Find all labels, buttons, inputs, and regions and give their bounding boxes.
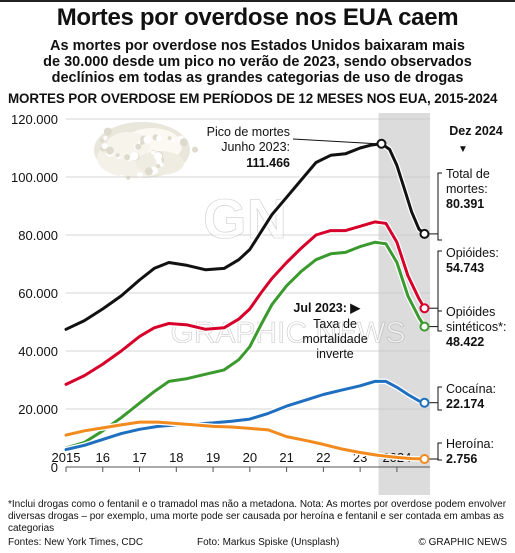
powder-grain — [126, 175, 131, 180]
powder-grain — [144, 167, 153, 176]
powder-grain — [143, 135, 152, 144]
y-tick-label: 100.000 — [11, 170, 58, 185]
x-tick-label: 2015 — [52, 450, 81, 465]
powder-grain — [191, 146, 198, 153]
right-header-arrow: ▼ — [458, 144, 468, 155]
powder-grain — [101, 143, 108, 150]
powder-grain — [151, 150, 156, 155]
peak-marker — [376, 138, 387, 149]
peak-annotation-line: Junho 2023: — [221, 140, 290, 154]
right-label-text: mortes: — [446, 182, 488, 196]
y-tick-label: 20.000 — [18, 402, 58, 417]
watermark-logo: GN — [203, 187, 287, 250]
powder-grain — [179, 138, 188, 147]
right-header-date: Dez 2024 — [449, 124, 503, 138]
series-line — [64, 240, 426, 450]
series-line — [64, 142, 426, 331]
series-end-marker — [419, 454, 430, 465]
powder-grain — [103, 135, 108, 140]
top-rule — [0, 0, 515, 2]
label-bracket — [437, 442, 442, 461]
x-tick-label: 22 — [316, 450, 330, 465]
label-bracket — [437, 250, 442, 312]
powder-grain — [103, 127, 112, 136]
x-tick-label: 17 — [132, 450, 146, 465]
series-end-marker — [419, 303, 430, 314]
right-label-value: 54.743 — [446, 261, 484, 275]
copyright: © GRAPHIC NEWS — [418, 537, 508, 548]
chart-section-label: MORTES POR OVERDOSE EM PERÍODOS DE 12 ME… — [8, 91, 498, 106]
y-tick-label: 60.000 — [18, 286, 58, 301]
inflection-annotation-line: Taxa de — [313, 317, 357, 331]
peak-annotation-value: 111.466 — [246, 156, 290, 170]
x-tick-label: 19 — [206, 450, 220, 465]
right-label-value: 80.391 — [446, 197, 484, 211]
y-tick-label: 80.000 — [18, 228, 58, 243]
powder-grain — [167, 136, 172, 141]
series-end-marker — [419, 397, 430, 408]
sources: Fontes: New York Times, CDC — [8, 537, 144, 548]
label-bracket — [437, 172, 442, 241]
label-bracket — [437, 310, 442, 332]
powder-grain — [99, 138, 104, 143]
series-end-marker — [419, 321, 430, 332]
right-label-text: Cocaína: — [446, 382, 496, 396]
page-title: Mortes por overdose nos EUA caem — [56, 4, 459, 31]
powder-grain — [154, 152, 163, 161]
x-tick-label: 20 — [243, 450, 257, 465]
right-label-text: Opióides: — [446, 246, 499, 260]
powder-grain — [115, 153, 120, 158]
powder-grain — [130, 152, 139, 161]
right-label-value: 22.174 — [446, 397, 484, 411]
powder-grain — [119, 174, 124, 179]
peak-annotation-line: Pico de mortes — [207, 125, 290, 139]
powder-grain — [156, 135, 163, 142]
powder-grain — [156, 158, 163, 165]
powder-photo — [94, 122, 198, 180]
footnote: *Inclui drogas como o fentanil e o trama… — [8, 499, 507, 534]
y-tick-label: 0 — [51, 460, 58, 475]
right-label-text: Heroína: — [446, 437, 494, 451]
powder-grain — [136, 172, 143, 179]
subtitle-line: declínios em todas as grandes categorias… — [51, 70, 464, 86]
series-line — [64, 220, 426, 386]
inflection-annotation-date: Jul 2023: ▶ — [293, 301, 361, 315]
right-label-value: 48.422 — [446, 335, 484, 349]
overdose-line-chart: 0 20.000 40.000 60.000 80.000 100.000 120.000 2… — [11, 112, 506, 495]
series-line — [64, 379, 426, 452]
right-label-value: 2.756 — [446, 452, 477, 466]
inflection-annotation-line: inverte — [316, 347, 354, 361]
powder-grain — [156, 163, 161, 168]
photo-credit: Foto: Markus Spiske (Unsplash) — [197, 537, 340, 548]
powder-grain — [105, 146, 114, 155]
peak-leader-line — [292, 138, 377, 145]
powder-grain — [171, 138, 176, 143]
y-tick-label: 40.000 — [18, 344, 58, 359]
x-tick-label: 16 — [96, 450, 110, 465]
series-line — [64, 420, 426, 461]
powder-blob — [106, 132, 150, 160]
right-label-text: Opióides — [446, 305, 495, 319]
right-label-text: sintéticos*: — [446, 320, 506, 334]
subtitle-line: de 30.000 desde um pico no verão de 2023… — [43, 54, 472, 70]
powder-grain — [124, 154, 131, 161]
powder-grain — [140, 140, 144, 145]
watermark: GRAPHIC NEWS — [170, 316, 405, 349]
y-tick-label: 120.000 — [11, 112, 58, 127]
x-tick-label: 21 — [279, 450, 293, 465]
inflection-annotation-line: mortalidade — [302, 332, 367, 346]
subtitle-line: As mortes por overdose nos Estados Unido… — [50, 38, 465, 54]
right-label-text: Total de — [446, 167, 490, 181]
label-bracket — [437, 386, 442, 411]
powder-grain — [135, 143, 142, 150]
x-tick-label: 18 — [169, 450, 183, 465]
series-end-marker — [419, 228, 430, 239]
subtitle: As mortes por overdose nos Estados Unido… — [20, 38, 495, 86]
